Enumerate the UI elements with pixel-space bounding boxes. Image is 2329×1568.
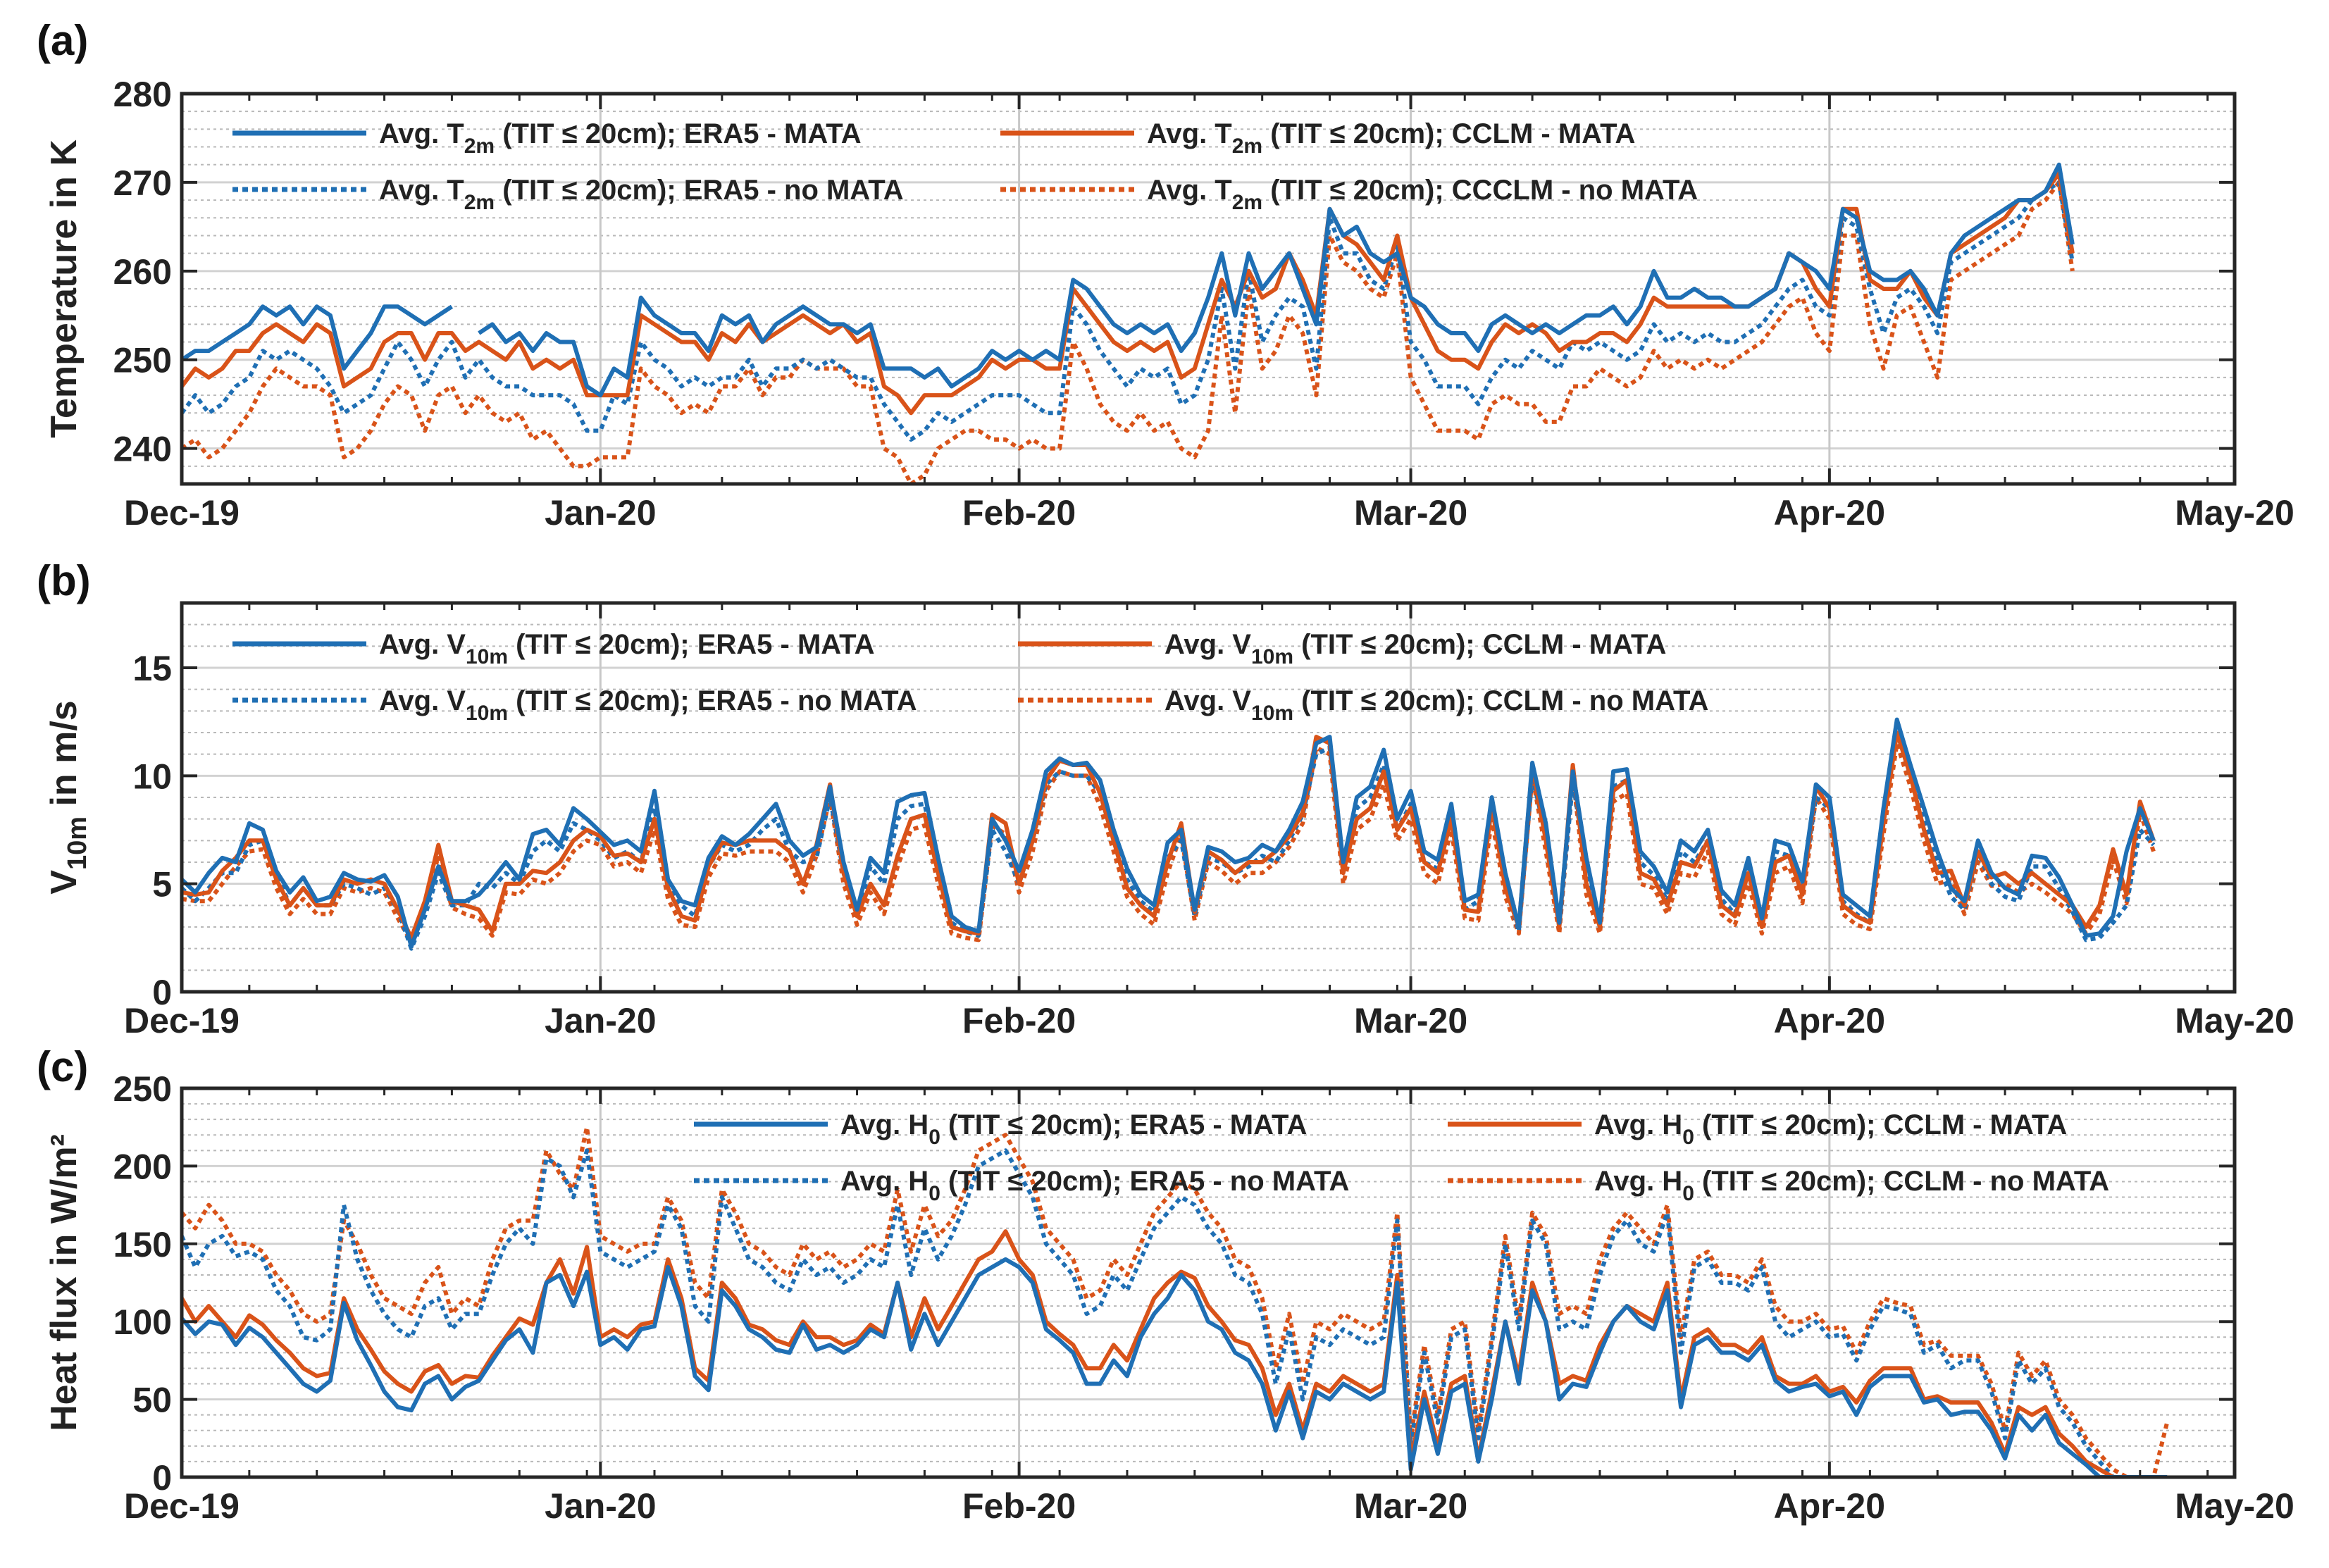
panel-label: (b) [37, 557, 91, 604]
x-tick-label: Mar-20 [1354, 1486, 1467, 1526]
x-tick-label: May-20 [2175, 493, 2294, 533]
legend-entry: Avg. T2m (TIT ≤ 20cm); ERA5 - no MATA [379, 175, 904, 214]
x-tick-label: Dec-19 [124, 493, 240, 533]
legend-entry: Avg. H0 (TIT ≤ 20cm); CCLM - MATA [1594, 1109, 2067, 1149]
axes-frame [180, 92, 2237, 486]
legend-entry: Avg. H0 (TIT ≤ 20cm); ERA5 - no MATA [840, 1166, 1349, 1205]
x-tick-label: Dec-19 [124, 1486, 240, 1526]
y-tick-label: 10 [132, 757, 172, 796]
legend-entry: Avg. H0 (TIT ≤ 20cm); ERA5 - MATA [840, 1109, 1307, 1149]
panel-a: Dec-19 Jan-20 Feb-20 Mar-20 Apr-20 May-20 240 2… [37, 17, 2294, 533]
y-tick-label: 260 [113, 252, 172, 292]
y-tick-label: 280 [113, 75, 172, 114]
x-tick-label: Apr-20 [1774, 493, 1885, 533]
legend-entry: Avg. T2m (TIT ≤ 20cm); CCLM - MATA [1147, 118, 1635, 158]
legend-entry: Avg. H0 (TIT ≤ 20cm); CCLM - no MATA [1594, 1166, 2109, 1205]
x-tick-label: Apr-20 [1774, 1001, 1885, 1040]
x-tick-label: Feb-20 [962, 1486, 1076, 1526]
y-tick-label: 15 [132, 649, 172, 688]
legend-entry: Avg. V10m (TIT ≤ 20cm); CCLM - MATA [1164, 629, 1666, 668]
x-tick-label: Jan-20 [545, 493, 656, 533]
series-group [182, 717, 2156, 951]
series-group [182, 1125, 2170, 1477]
x-tick-label: Feb-20 [962, 493, 1076, 533]
series-group [182, 162, 2075, 484]
y-tick-label: 100 [113, 1302, 172, 1342]
y-tick-label: 50 [132, 1381, 172, 1420]
legend-entry: Avg. V10m (TIT ≤ 20cm); ERA5 - no MATA [379, 685, 917, 725]
axes-frame [180, 601, 2237, 994]
y-tick-label: 250 [113, 341, 172, 380]
panel-label: (c) [37, 1043, 88, 1090]
series-line-cclm-no-mata [182, 1125, 2170, 1477]
x-tick-label: May-20 [2175, 1486, 2294, 1526]
legend: Avg. H0 (TIT ≤ 20cm); ERA5 - MATA Avg. H0… [694, 1109, 2109, 1205]
series-line-ccclm-no-mata [182, 180, 2075, 484]
y-tick-label: 270 [113, 163, 172, 203]
legend: Avg. V10m (TIT ≤ 20cm); ERA5 - MATA Avg. … [232, 629, 1708, 725]
y-axis-label: Heat flux in W/m² [44, 1134, 85, 1431]
x-tick-label: Mar-20 [1354, 493, 1467, 533]
y-tick-label: 250 [113, 1069, 172, 1109]
series-line-era5-no-mata [182, 1148, 2168, 1477]
y-tick-label: 0 [152, 973, 172, 1012]
y-tick-label: 150 [113, 1225, 172, 1264]
legend-entry: Avg. V10m (TIT ≤ 20cm); CCLM - no MATA [1164, 685, 1708, 725]
series-line-era5-mata [182, 717, 2156, 949]
legend-entry: Avg. V10m (TIT ≤ 20cm); ERA5 - MATA [379, 629, 875, 668]
series-line-cclm-mata [182, 730, 2156, 940]
x-tick-label: Apr-20 [1774, 1486, 1885, 1526]
series-line-cclm-mata [182, 1229, 2168, 1477]
y-axis-label: Temperature in K [44, 139, 85, 438]
series-line-cclm-no-mata [182, 741, 2156, 945]
panel-label: (a) [37, 17, 88, 64]
series-line-era5-mata-cont- [478, 162, 2075, 398]
x-tick-label: Feb-20 [962, 1001, 1076, 1040]
y-tick-label: 5 [152, 865, 172, 904]
y-axis-label: V10m in m/s [44, 700, 92, 894]
x-tick-label: Jan-20 [545, 1001, 656, 1040]
x-tick-label: Jan-20 [545, 1486, 656, 1526]
x-tick-label: Dec-19 [124, 1001, 240, 1040]
y-tick-label: 200 [113, 1147, 172, 1186]
panel-b: Dec-19 Jan-20 Feb-20 Mar-20 Apr-20 May-20 0 5 10… [37, 557, 2294, 1040]
x-tick-label: Mar-20 [1354, 1001, 1467, 1040]
series-line-era5-mata [182, 1257, 2168, 1477]
y-tick-label: 0 [152, 1458, 172, 1498]
panel-c: Dec-19 Jan-20 Feb-20 Mar-20 Apr-20 May-20 0 50 1… [37, 1043, 2294, 1526]
series-line-era5-mata [182, 304, 454, 371]
legend: Avg. T2m (TIT ≤ 20cm); ERA5 - MATA Avg. T… [232, 118, 1698, 214]
legend-entry: Avg. T2m (TIT ≤ 20cm); ERA5 - MATA [379, 118, 862, 158]
axes-frame [180, 1086, 2237, 1479]
legend-entry: Avg. T2m (TIT ≤ 20cm); CCCLM - no MATA [1147, 175, 1698, 214]
x-tick-label: May-20 [2175, 1001, 2294, 1040]
y-tick-label: 240 [113, 430, 172, 469]
series-line-era5-no-mata [182, 180, 2075, 442]
